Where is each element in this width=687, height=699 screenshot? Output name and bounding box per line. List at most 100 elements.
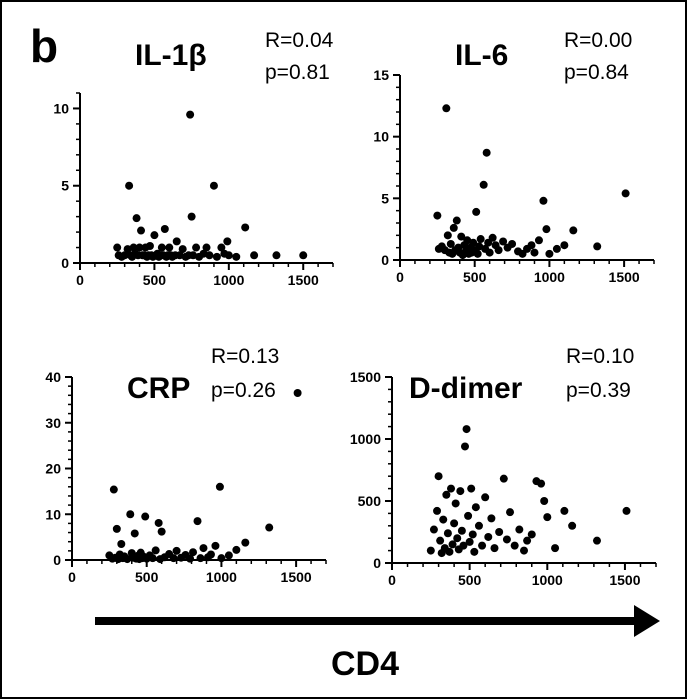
x-tick-label: 1000 [213,272,244,288]
data-point [215,482,224,491]
data-point [468,530,477,539]
chart-il1b: IL-1β R=0.04 p=0.81 0 500 1000 1500 0 5 10 [53,29,334,288]
panel-letter: b [30,20,58,72]
data-point [530,248,539,257]
data-point [209,181,218,190]
x-tick-label: 500 [458,572,482,588]
data-point [117,539,126,548]
data-point [442,490,451,499]
data-point [241,223,250,232]
x-tick-label: 1000 [534,269,565,285]
data-point [508,239,517,248]
data-point [469,238,478,247]
y-tick-label: 1500 [350,369,381,385]
data-point [449,223,458,232]
data-point [482,148,491,157]
data-point [169,554,178,563]
stat-r-crp: R=0.13 [211,345,279,368]
stat-p-il1b: p=0.81 [265,61,330,84]
data-point [447,484,456,493]
data-point [426,546,435,555]
data-point [472,207,481,216]
data-point [534,236,543,245]
data-point [457,526,466,535]
data-point [113,243,122,252]
chart-ddimer: D-dimer R=0.10 p=0.39 0 500 1000 1500 0 500 10… [350,345,657,588]
data-point [448,540,457,549]
x-tick-label: 1500 [609,572,640,588]
data-point [542,225,551,234]
data-point [150,231,159,240]
y-tick-label: 30 [45,415,61,431]
data-point [474,521,483,530]
data-point [109,485,118,494]
data-point [172,237,181,246]
data-point [135,243,144,252]
data-point [453,534,462,543]
data-point [464,511,473,520]
stat-p-ddimer: p=0.39 [566,379,631,402]
data-point [151,546,160,555]
data-point [465,537,474,546]
data-point [434,472,443,481]
data-point [502,535,511,544]
data-point [622,506,631,515]
data-point [467,484,476,493]
y-tick-label: 0 [53,552,61,568]
x-tick-label: 500 [463,269,487,285]
data-point [552,244,561,253]
y-tick-label: 20 [45,461,61,477]
data-point [212,252,221,261]
data-point [125,181,134,190]
data-point [475,242,484,251]
data-point [206,550,215,559]
data-point [178,245,187,254]
data-point [450,519,459,528]
data-point [442,104,451,113]
x-axis-arrow [95,605,660,637]
data-point [515,525,524,534]
data-point [543,513,552,522]
data-point [490,544,499,553]
data-point [172,546,181,555]
data-point [154,518,163,527]
data-point [130,529,139,538]
x-tick-label: 0 [396,269,404,285]
data-point [488,233,497,242]
x-tick-label: 1000 [532,572,563,588]
data-point [192,243,201,252]
data-point [520,546,528,555]
data-point [539,196,548,205]
data-point [232,252,241,261]
data-point [463,236,472,245]
data-point [510,541,519,550]
data-point [112,524,121,533]
y-tick-label: 0 [61,255,69,271]
data-point [193,517,202,526]
data-point [471,503,480,512]
data-point [592,536,601,545]
data-point [484,532,493,541]
stat-p-crp: p=0.26 [211,379,276,402]
data-point [293,389,302,398]
data-point [487,514,496,523]
stat-r-il1b: R=0.04 [265,29,334,52]
data-point [560,241,569,250]
data-point [446,239,455,248]
y-tick-label: 40 [45,369,61,385]
x-tick-label: 1500 [288,272,319,288]
data-point [560,506,569,515]
data-point [272,251,281,260]
data-point [299,251,308,260]
data-point [479,180,488,189]
data-point [439,515,448,524]
data-point [494,246,503,255]
data-point [499,474,508,483]
data-point [165,243,174,252]
data-point [120,251,129,260]
data-point [199,544,208,553]
data-point [537,479,546,488]
y-tick-label: 500 [358,493,382,509]
